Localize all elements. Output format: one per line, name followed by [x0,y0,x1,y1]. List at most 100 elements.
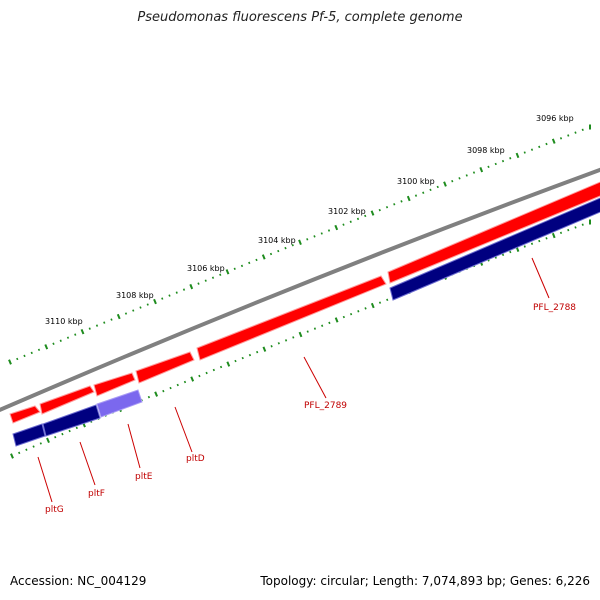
gene-PFL_2788-forward[interactable] [387,180,600,284]
outer-ruler-major-tick [370,210,375,216]
inner-ruler-major-tick [46,437,50,444]
inner-ruler-major-tick [262,346,267,352]
outer-ruler-minor-tick [139,306,142,309]
inner-ruler-major-tick [370,302,375,309]
outer-ruler-minor-tick [574,131,577,134]
inner-ruler-minor-tick [61,432,64,436]
outer-ruler-minor-tick [124,312,128,315]
inner-ruler-minor-tick [183,380,187,384]
inner-ruler-minor-tick [364,307,367,310]
outer-ruler-minor-tick [211,276,215,279]
outer-ruler-minor-tick [95,324,99,327]
genome-backbone [0,167,600,413]
inner-ruler-minor-tick [212,368,215,372]
inner-ruler-minor-tick [39,442,42,445]
inner-ruler-minor-tick [321,324,324,327]
outer-ruler-minor-tick [313,235,316,238]
gene-label-pltE: pltE [135,472,153,482]
inner-ruler-minor-tick [18,451,21,455]
gene-pltG-forward[interactable] [9,405,41,424]
outer-ruler-minor-tick [501,159,505,163]
inner-ruler-minor-tick [256,350,259,354]
inner-ruler-minor-tick [75,426,78,430]
tick-label-3100: 3100 kbp [397,177,435,186]
inner-ruler-minor-tick [328,321,331,325]
outer-ruler-minor-tick [364,214,367,218]
outer-ruler-minor-tick [182,288,186,291]
outer-ruler-minor-tick [66,336,70,339]
inner-ruler-minor-tick [25,448,28,451]
outer-ruler-major-tick [298,239,302,245]
inner-ruler-major-tick [334,317,339,323]
inner-ruler-minor-tick [68,429,71,433]
outer-ruler-minor-tick [132,309,135,312]
outer-ruler-minor-tick [414,194,418,197]
gene-pltG-reverse[interactable] [12,423,46,447]
outer-ruler-minor-tick [342,223,345,226]
outer-ruler-minor-tick [284,246,287,250]
gene-forward-4[interactable] [135,351,195,384]
gene-labels: PFL_2788 PFL_2789 pltD pltE pltF pltG [45,303,576,515]
tick-label-3104: 3104 kbp [258,236,296,245]
inner-ruler-minor-tick [284,339,288,342]
outer-ruler-minor-tick [255,258,258,262]
gene-PFL_2789-forward[interactable] [196,275,387,361]
gene-pltF-reverse[interactable] [42,404,101,437]
inner-ruler-minor-tick [292,336,295,339]
inner-ruler-minor-tick [567,228,570,232]
gene-pltE-reverse[interactable] [96,389,143,418]
inner-ruler-minor-tick [270,345,273,348]
inner-ruler-major-tick [190,376,195,382]
outer-ruler-major-tick [153,298,157,305]
inner-ruler-minor-tick [574,226,577,229]
tick-label-3106: 3106 kbp [187,264,225,273]
outer-ruler-minor-tick [291,243,294,247]
inner-ruler-minor-tick [538,239,541,243]
gene-forward-3[interactable] [93,372,136,397]
outer-ruler-minor-tick [393,203,396,206]
gene-label-PFL_2788: PFL_2788 [533,303,576,313]
outer-ruler-major-tick [334,224,339,231]
inner-ruler-minor-tick [176,383,179,387]
outer-ruler-minor-tick [559,137,563,140]
outer-ruler-minor-tick [385,205,389,209]
inner-ruler-minor-tick [545,237,548,240]
inner-ruler-minor-tick [342,315,345,319]
outer-ruler-minor-tick [327,229,331,232]
outer-ruler-minor-tick [110,318,113,321]
gene-PFL_2788-reverse[interactable] [389,196,600,301]
outer-ruler-minor-tick [103,321,106,324]
inner-ruler-major-tick [298,331,303,338]
outer-ruler-minor-tick [509,157,512,160]
inner-ruler-minor-tick [169,386,172,390]
outer-ruler-major-tick [116,313,121,320]
outer-ruler-minor-tick [545,142,548,146]
inner-ruler-minor-tick [147,395,151,399]
outer-ruler-minor-tick [458,177,461,180]
reverse-strand [12,196,600,447]
outer-ruler-minor-tick [30,351,33,355]
inner-ruler-minor-tick [349,312,353,316]
inner-ruler-minor-tick [306,330,309,333]
inner-ruler-minor-tick [530,242,534,245]
outer-ruler-major-tick [443,181,447,187]
inner-ruler-minor-tick [205,371,208,375]
inner-ruler-minor-tick [378,301,382,304]
outer-ruler-minor-tick [465,174,468,177]
inner-ruler-minor-tick [198,374,201,378]
outer-ruler-minor-tick [175,291,178,294]
outer-ruler-minor-tick [16,357,19,361]
outer-ruler-minor-tick [422,191,425,194]
outer-ruler-minor-tick [146,303,149,306]
inner-ruler-minor-tick [559,231,563,235]
outer-ruler-minor-tick [197,282,200,285]
inner-ruler-major-tick [154,391,159,397]
inner-ruler-minor-tick [523,245,526,248]
gene-forward-2[interactable] [39,385,95,415]
inner-ruler-major-tick [10,453,14,459]
forward-strand [9,180,600,424]
inner-ruler-minor-tick [501,253,505,257]
tick-label-3102: 3102 kbp [328,207,366,216]
outer-ruler-minor-tick [37,348,41,352]
